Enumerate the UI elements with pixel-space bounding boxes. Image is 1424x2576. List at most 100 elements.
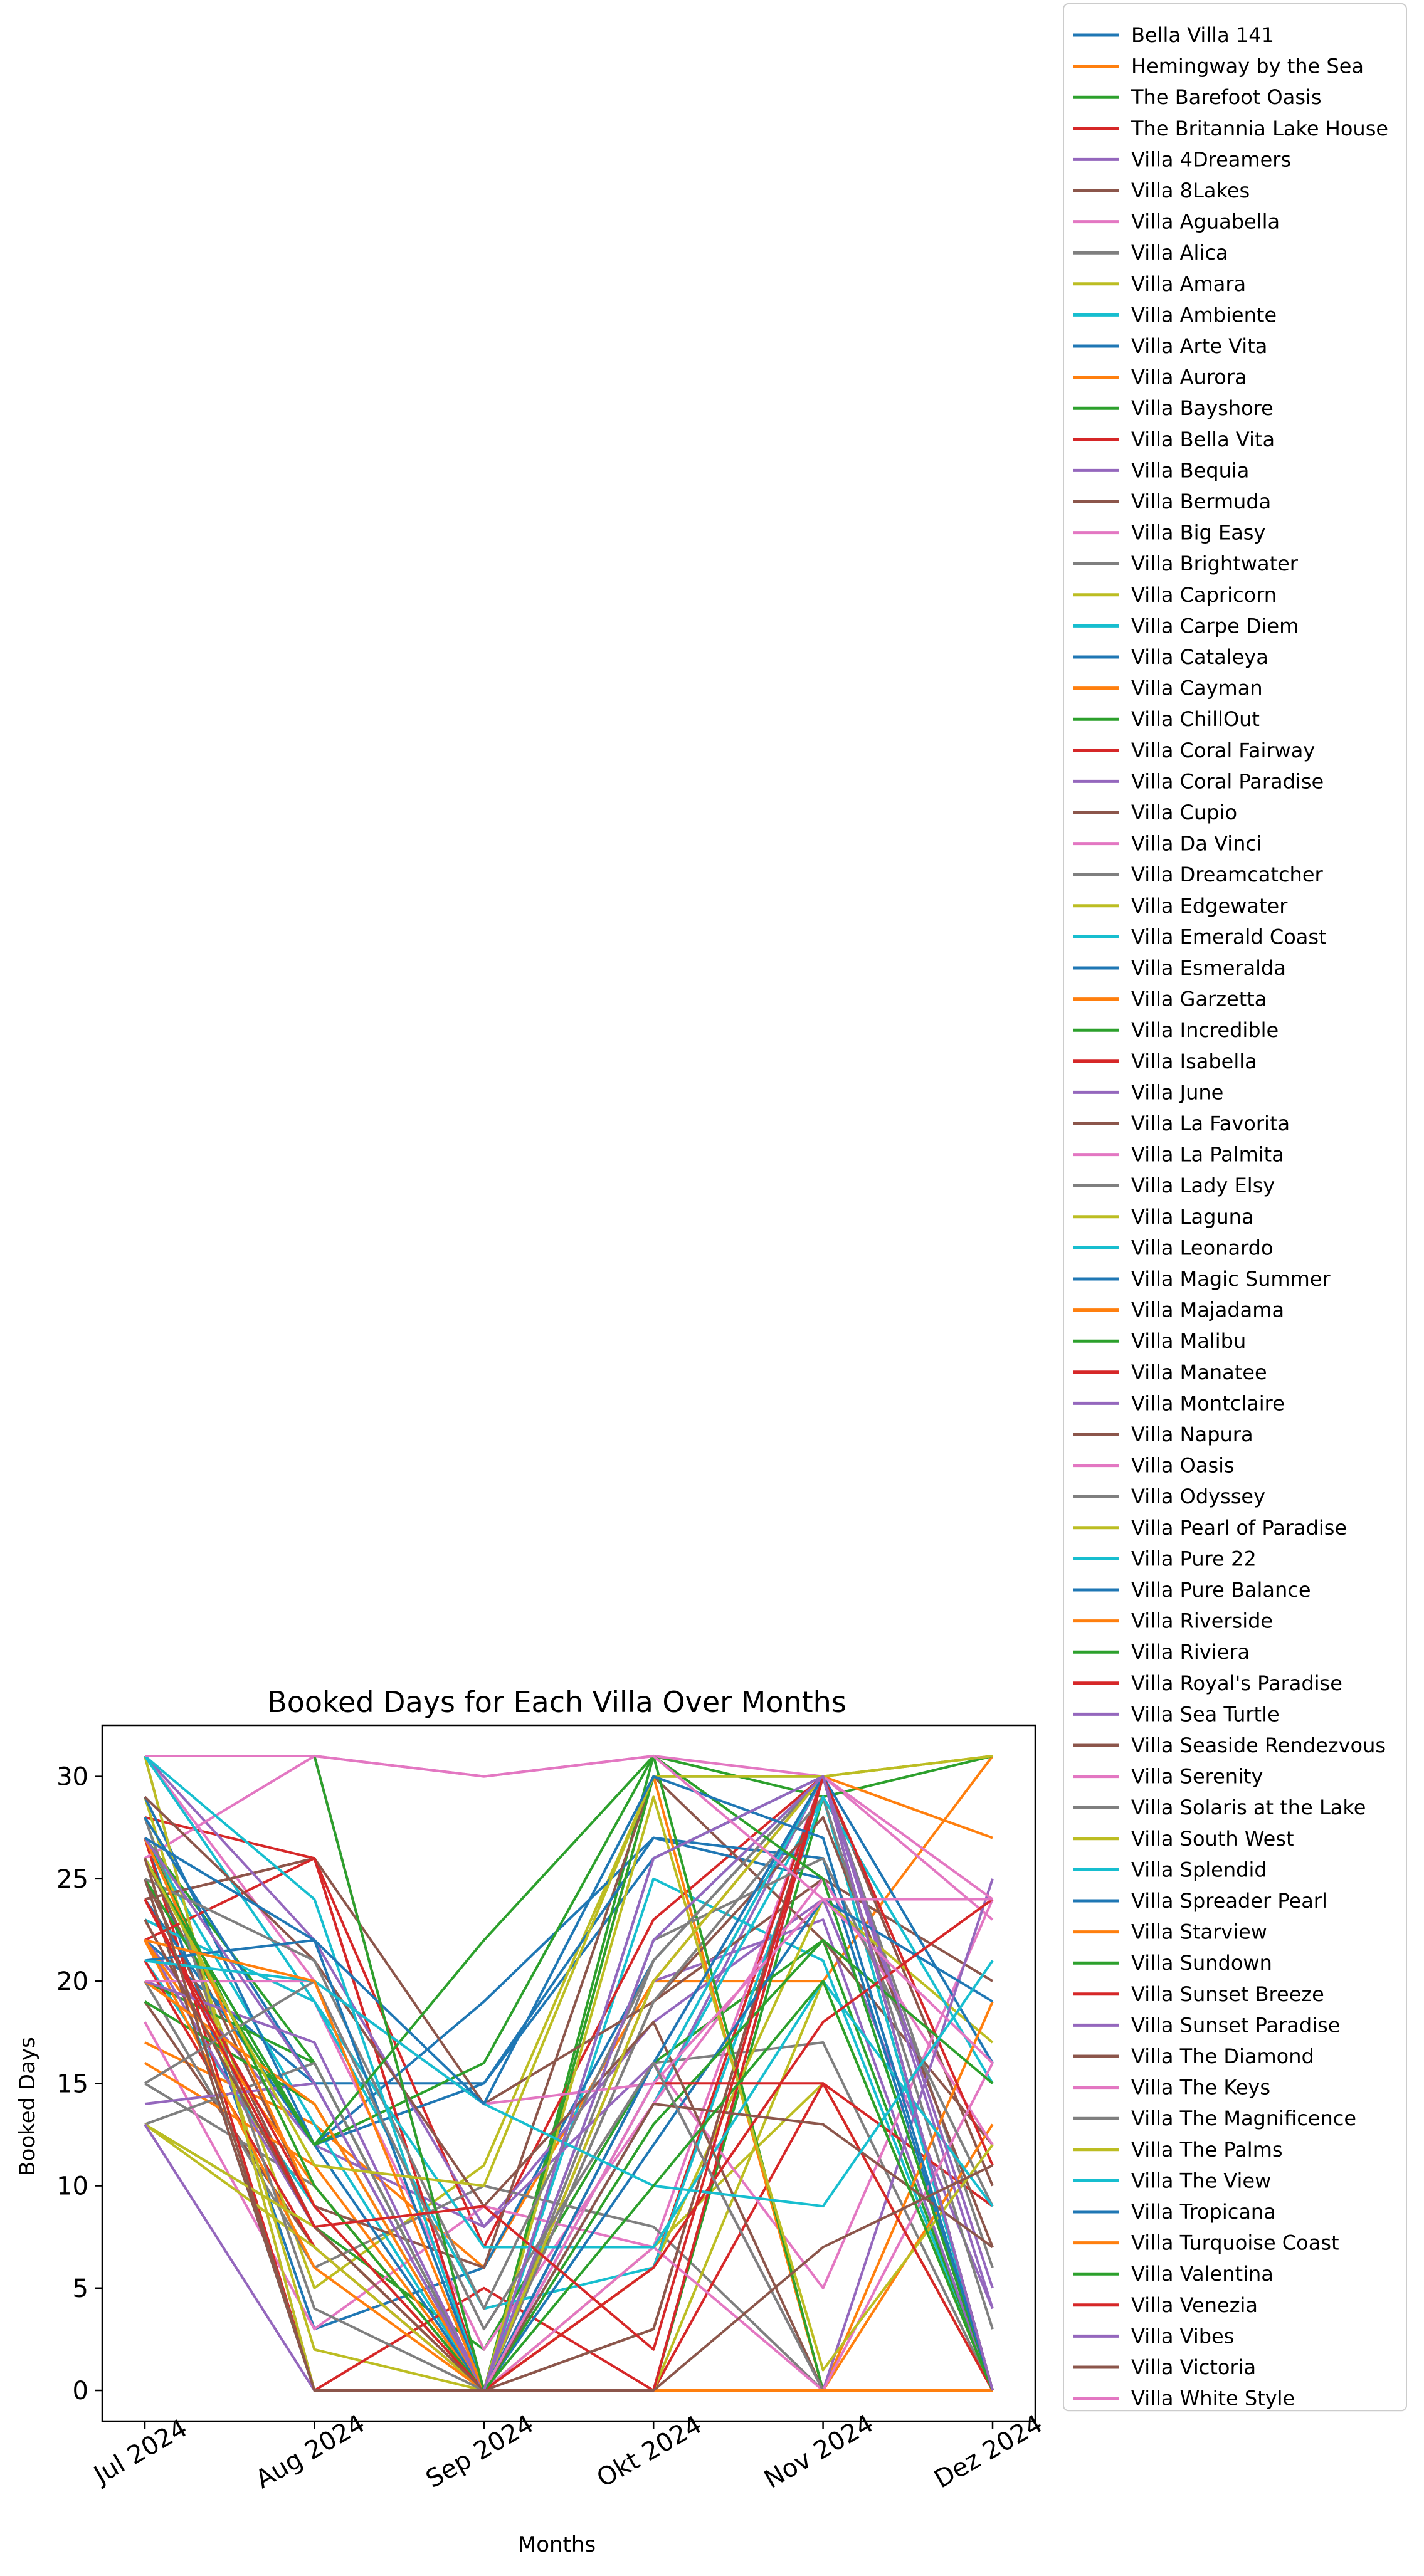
series-line (144, 1836, 994, 2391)
legend-label: Villa Bella Vita (1131, 428, 1275, 451)
legend-label: Villa Emerald Coast (1131, 925, 1327, 949)
legend-label: Villa South West (1131, 1827, 1294, 1851)
legend-label: Villa Riverside (1131, 1609, 1273, 1633)
legend-label: Villa Amara (1131, 272, 1246, 296)
legend-label: Villa Turquoise Coast (1131, 2231, 1339, 2255)
legend-label: The Britannia Lake House (1131, 117, 1388, 140)
legend-label: Villa Bayshore (1131, 396, 1274, 420)
legend-label: Villa Isabella (1131, 1049, 1257, 1073)
chart-title: Booked Days for Each Villa Over Months (267, 1685, 846, 1719)
legend-label: Villa Sea Turtle (1131, 1702, 1280, 1726)
plot-area (144, 1755, 994, 2392)
legend-label: Villa Sunset Paradise (1131, 2013, 1340, 2037)
legend-label: Villa 4Dreamers (1131, 147, 1291, 171)
legend-label: Villa Bermuda (1131, 490, 1271, 513)
y-axis-label: Booked Days (15, 2037, 40, 2176)
series-line (144, 1755, 994, 2391)
axes-frame (101, 1724, 1036, 2422)
legend-label: Villa Serenity (1131, 1765, 1263, 1789)
legend-label: Villa Riviera (1131, 1640, 1250, 1664)
legend-label: Villa Splendid (1131, 1858, 1267, 1881)
legend-label: Villa The Diamond (1131, 2044, 1314, 2068)
y-tick-label: 20 (56, 1967, 88, 1996)
legend-label: Villa June (1131, 1080, 1223, 1104)
series-line (144, 1919, 994, 2392)
legend-label: Villa Arte Vita (1131, 334, 1267, 358)
legend-label: Villa Starview (1131, 1920, 1267, 1944)
legend-label: Villa Montclaire (1131, 1391, 1285, 1415)
series-line (144, 1755, 993, 2187)
legend-label: Villa Majadama (1131, 1298, 1284, 1322)
legend-label: Villa Carpe Diem (1131, 614, 1299, 638)
legend-label: Villa Bequia (1131, 458, 1249, 482)
legend-label: Villa The Magnificence (1131, 2106, 1356, 2130)
legend-label: Villa Tropicana (1131, 2200, 1276, 2224)
legend-label: Villa Alica (1131, 241, 1228, 265)
legend-label: Hemingway by the Sea (1131, 55, 1364, 78)
legend: Bella Villa 141 Hemingway by the Sea The B… (1063, 3, 1407, 2412)
legend-label: Villa Laguna (1131, 1205, 1254, 1229)
legend-label: Villa 8Lakes (1131, 179, 1250, 202)
y-tick-label: 5 (73, 2274, 88, 2303)
legend-label: Villa ChillOut (1131, 707, 1260, 731)
legend-label: Villa Brightwater (1131, 552, 1299, 576)
legend-label: Villa Da Vinci (1131, 832, 1262, 856)
legend-label: Villa The Keys (1131, 2076, 1270, 2100)
legend-label: Villa Big Easy (1131, 521, 1265, 545)
y-tick-label: 25 (56, 1865, 88, 1894)
legend-label: Villa Pure Balance (1131, 1578, 1311, 1602)
legend-label: Villa Vibes (1131, 2324, 1234, 2348)
legend-label: Villa Edgewater (1131, 894, 1288, 918)
legend-label: Villa Ambiente (1131, 303, 1277, 327)
series-line (144, 1816, 994, 2392)
legend-label: Villa Coral Fairway (1131, 739, 1315, 762)
legend-label: Villa Malibu (1131, 1329, 1246, 1353)
legend-label: Villa Capricorn (1131, 583, 1277, 607)
legend-label: Villa La Favorita (1131, 1112, 1290, 1135)
series-line (144, 1898, 994, 2392)
legend-label: Villa Seaside Rendezvous (1131, 1733, 1386, 1757)
legend-label: Villa Manatee (1131, 1360, 1267, 1384)
legend-label: Villa Garzetta (1131, 987, 1267, 1011)
legend-label: Villa Royal's Paradise (1131, 1671, 1342, 1695)
legend-label: Villa Coral Paradise (1131, 769, 1324, 793)
legend-label: Villa Magic Summer (1131, 1267, 1331, 1291)
series-line (144, 1775, 994, 2392)
legend-label: Villa Sunset Breeze (1131, 1982, 1324, 2006)
legend-label: Villa Aurora (1131, 365, 1247, 389)
legend-label: Villa Venezia (1131, 2293, 1258, 2317)
series-line (144, 1775, 994, 2391)
y-tick-label: 10 (56, 2172, 88, 2201)
legend-label: Villa Spreader Pearl (1131, 1889, 1327, 1913)
series-line (144, 1959, 994, 2208)
legend-label: Villa Lady Elsy (1131, 1174, 1275, 1197)
legend-label: Villa Solaris at the Lake (1131, 1795, 1366, 1819)
series-line (144, 1858, 993, 2392)
legend-label: Villa Cupio (1131, 801, 1237, 824)
legend-label: Villa Cataleya (1131, 645, 1268, 669)
legend-label: Villa Napura (1131, 1422, 1253, 1446)
legend-label: Villa Odyssey (1131, 1485, 1265, 1508)
series-line (144, 1755, 994, 2392)
legend-label: Villa The View (1131, 2169, 1271, 2192)
legend-label: Villa Sundown (1131, 1951, 1272, 1975)
x-axis-label: Months (518, 2532, 596, 2557)
legend-label: Villa Pearl of Paradise (1131, 1516, 1347, 1540)
legend-label: Villa Incredible (1131, 1018, 1279, 1042)
legend-label: Villa White Style (1131, 2387, 1295, 2410)
series-line (145, 1755, 993, 1901)
y-tick-label: 15 (56, 2069, 88, 2098)
legend-label: Villa Oasis (1131, 1454, 1235, 1478)
legend-label: The Barefoot Oasis (1131, 85, 1322, 109)
y-tick-label: 0 (73, 2377, 88, 2405)
legend-label: Villa Cayman (1131, 676, 1263, 700)
y-tick-label: 30 (56, 1763, 88, 1792)
legend-label: Villa Leonardo (1131, 1236, 1274, 1259)
series-line (144, 1775, 994, 2269)
legend-label: Villa La Palmita (1131, 1143, 1284, 1167)
legend-box (1063, 3, 1407, 2412)
legend-label: Villa Dreamcatcher (1131, 863, 1324, 886)
legend-label: Villa Aguabella (1131, 210, 1280, 234)
series-line (145, 1775, 994, 2105)
